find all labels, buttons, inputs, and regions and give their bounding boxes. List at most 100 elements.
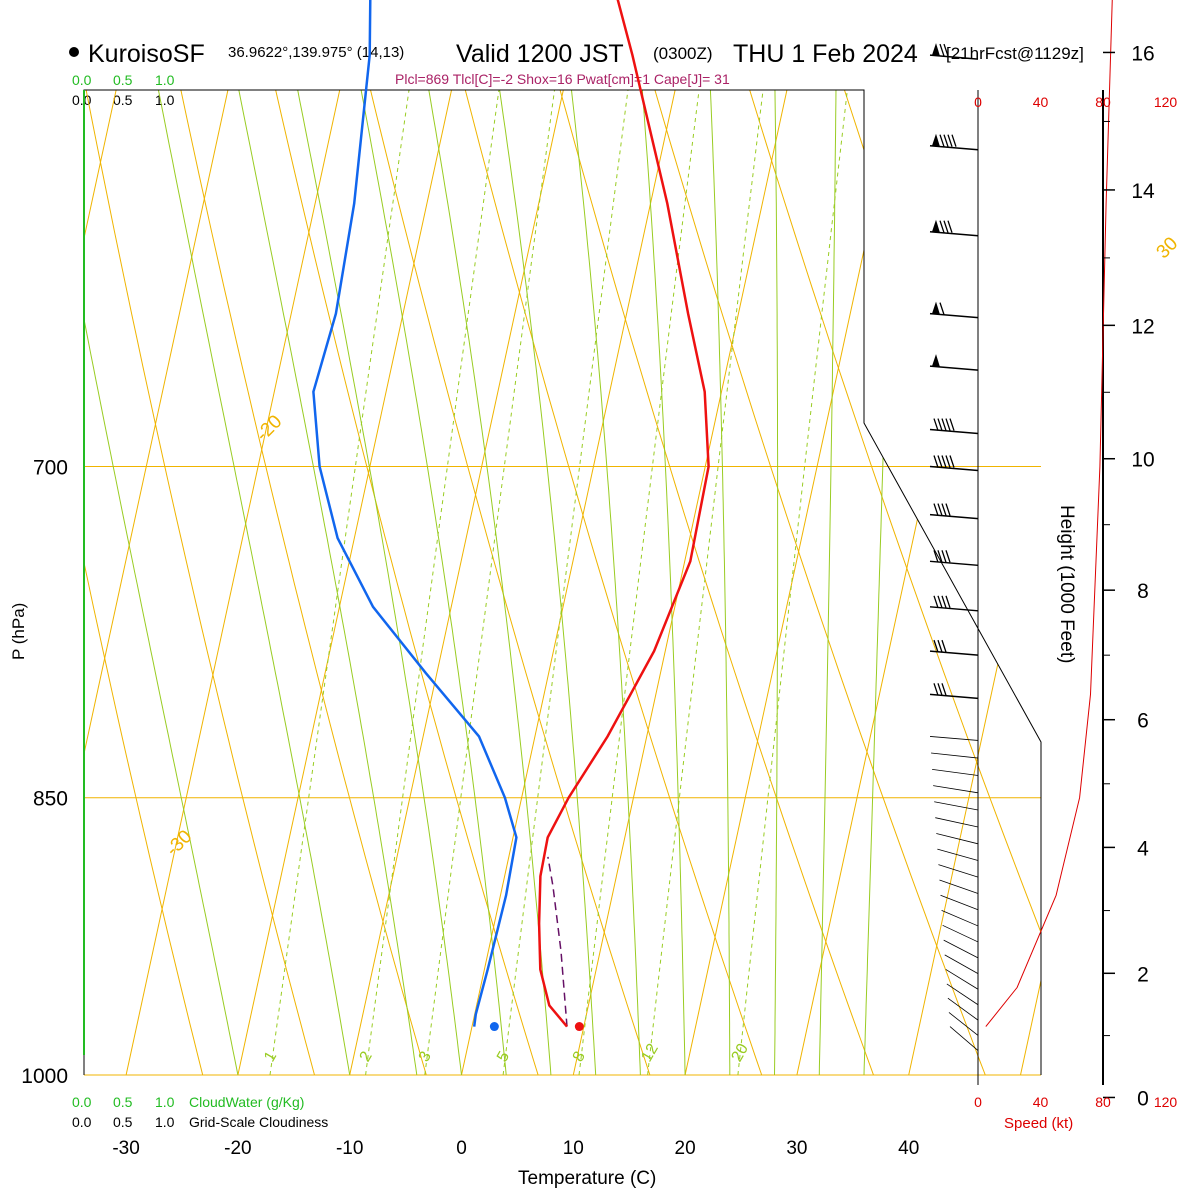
barb-feather (947, 134, 953, 147)
wind-barb-low (938, 864, 979, 878)
mixing-ratio-label: 12 (638, 1041, 662, 1065)
height-tick-label: 14 (1131, 180, 1155, 203)
temperature-profile (537, 0, 710, 1028)
isotherm-line (0, 0, 80, 1075)
isotherm-line (237, 90, 752, 1075)
dry-adiabat-line (686, 90, 1041, 1075)
barb-flag (932, 219, 940, 233)
wind-barb-low (946, 983, 979, 1006)
dewpoint-profile (312, 0, 518, 1027)
wind-barb (929, 683, 979, 700)
height-tick-label: 16 (1131, 42, 1154, 65)
moist-adiabat-line (177, 90, 552, 1075)
moist-adiabat-line (84, 90, 462, 1075)
wind-barb-low (941, 909, 979, 927)
temperature-tick-label: -10 (336, 1138, 363, 1159)
wind-barb-low (931, 752, 979, 759)
height-tick-label: 0 (1137, 1087, 1149, 1110)
height-tick-label: 10 (1131, 449, 1154, 472)
isotherm-line (796, 90, 1041, 1075)
sounding-profiles (312, 0, 710, 1032)
dry-adiabat-line (463, 90, 1041, 1075)
barb-feather (939, 134, 945, 147)
cw-tick-top-1: 0.5 (113, 72, 133, 88)
speed-tick-label-bottom: 120 (1154, 1094, 1178, 1110)
cloudiness-label: Grid-Scale Cloudiness (189, 1114, 328, 1130)
isobar-lines (84, 466, 1041, 1076)
dry-adiabat-line (84, 90, 338, 1075)
wind-barb (929, 133, 979, 151)
barb-feather (939, 220, 945, 233)
wind-barb-low (936, 833, 979, 845)
moist-adiabat-line (342, 90, 641, 1075)
dry-adiabat-line (314, 90, 1018, 1075)
height-tick-label: 8 (1137, 580, 1149, 603)
indices-line: Plcl=869 Tlcl[C]=-2 Shox=16 Pwat[cm]=1 C… (395, 71, 730, 87)
barb-feather (945, 550, 951, 563)
dry-adiabat-line (538, 90, 1041, 1075)
barb-feather (947, 220, 953, 233)
forecast-info: [21hrFcst@1129z] (946, 44, 1084, 63)
valid-time: Valid 1200 JST (456, 40, 624, 68)
barb-feather (949, 455, 955, 468)
height-axis-ticks: 02468101214161820222426283032 (1103, 42, 1155, 1110)
temperature-axis-ticks: -30 -20 -10 0 10 20 30 40 (112, 1138, 919, 1159)
valid-utc: (0300Z) (653, 44, 713, 63)
wind-barb-low (935, 817, 979, 828)
dry-adiabat-line (909, 90, 1041, 1075)
barb-feather (941, 550, 947, 563)
mixing-ratio-label: 2 (357, 1049, 376, 1065)
isotherm-line (84, 90, 305, 1075)
mixing-ratio-line (424, 90, 634, 1075)
barb-feather (945, 418, 951, 431)
isotherm-label: -30 (162, 826, 196, 860)
mixing-ratio-label: 8 (570, 1049, 589, 1065)
wind-barb (929, 301, 979, 319)
barb-feather (945, 455, 951, 468)
moist-adiabat-line (811, 90, 839, 1075)
isotherm-line (84, 90, 528, 1075)
wind-barb (929, 354, 979, 371)
wind-barb-low (939, 879, 979, 894)
barb-feather (949, 418, 955, 431)
dry-adiabat-line (240, 90, 905, 1075)
cloudwater-label: CloudWater (g/Kg) (189, 1094, 304, 1110)
wind-barb-low (948, 1012, 979, 1036)
barb-feather (941, 455, 947, 468)
pressure-tick-label: 1000 (21, 1065, 68, 1088)
mixing-ratio-label: 3 (416, 1049, 435, 1065)
mixing-ratio-lines (269, 90, 916, 1075)
cloud-tick-bottom-1: 0.5 (113, 1114, 133, 1130)
isotherm-line (684, 90, 1041, 1075)
barb-feather (933, 503, 939, 516)
temperature-tick-label: 10 (563, 1138, 584, 1159)
wind-barb-low (945, 969, 979, 990)
dry-adiabat-line (612, 90, 1041, 1075)
wind-barb (929, 43, 979, 60)
cloud-tick-top-1: 0.5 (113, 92, 133, 108)
wind-barb (929, 418, 979, 435)
isotherm-line (908, 90, 1041, 1075)
wind-barb-low (943, 939, 979, 959)
moist-adiabat-line (112, 90, 507, 1075)
wind-barb-low (947, 997, 979, 1021)
temperature-axis-label: Temperature (C) (518, 1168, 656, 1189)
barb-feather (933, 550, 939, 563)
barb-flag (932, 354, 940, 368)
wind-barb-low (944, 954, 979, 974)
mixing-ratio-line (737, 90, 916, 1075)
moist-adiabat-line (84, 90, 239, 1075)
temperature-tick-label: 0 (456, 1138, 467, 1159)
cloudwater-scale-top: 0.0 0.5 1.0 (72, 72, 175, 88)
barb-feather (941, 595, 947, 609)
moist-adiabat-line (253, 90, 597, 1075)
wind-barb (929, 550, 979, 567)
isotherm-lines (0, 0, 1041, 1075)
wind-barb-low (940, 894, 979, 911)
parcel-trace (547, 856, 568, 1027)
barb-feather (937, 550, 943, 563)
barb-feather (943, 43, 949, 57)
barb-feather (943, 220, 949, 233)
barb-feather (933, 683, 939, 696)
barb-feather (951, 134, 957, 147)
